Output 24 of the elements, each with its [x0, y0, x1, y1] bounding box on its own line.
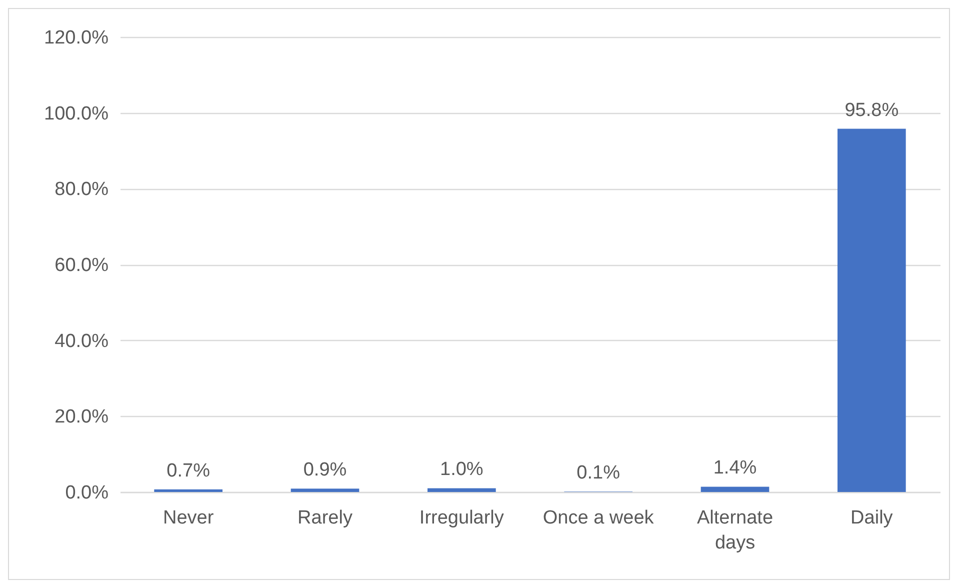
y-tick-label: 80.0% [54, 179, 109, 200]
bar [290, 488, 360, 492]
x-tick-label: Irregularly [419, 508, 504, 528]
data-label: 1.0% [440, 459, 484, 480]
x-tick-label: Once a week [542, 508, 654, 528]
x-tick-label: Never [162, 508, 214, 528]
data-label: 0.7% [166, 460, 210, 482]
data-label: 95.8% [844, 100, 899, 121]
x-tick-label: Daily [850, 508, 894, 528]
x-tick-label: Alternate days [696, 508, 774, 554]
data-label: 1.4% [713, 458, 757, 479]
bar [428, 488, 496, 492]
y-tick-label: 120.0% [44, 28, 109, 48]
bar [154, 489, 222, 492]
bar [700, 486, 770, 492]
data-label: 0.9% [303, 460, 347, 481]
bar [838, 128, 906, 492]
y-tick-label: 0.0% [65, 482, 109, 504]
y-tick-label: 40.0% [54, 330, 109, 352]
y-tick-label: 20.0% [54, 406, 109, 428]
data-label: 0.1% [576, 462, 620, 484]
y-tick-label: 60.0% [54, 255, 109, 276]
y-tick-label: 100.0% [44, 103, 109, 124]
x-tick-label: Rarely [298, 508, 353, 528]
